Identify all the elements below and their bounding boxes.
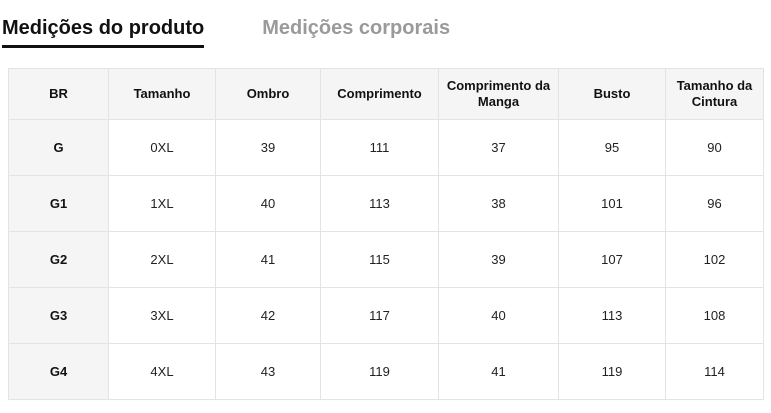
tab-product-measurements[interactable]: Medições do produto	[2, 16, 205, 48]
table-row: G3 3XL 42 117 40 113 108	[8, 287, 764, 344]
table-cell: 39	[215, 119, 321, 176]
table-cell: 113	[558, 287, 666, 344]
tab-body-measurements[interactable]: Medições corporais	[262, 17, 451, 39]
row-header: G1	[8, 175, 109, 232]
size-chart-table: BR Tamanho Ombro Comprimento Comprimento…	[8, 68, 764, 400]
row-header: G2	[8, 231, 109, 288]
row-header: G3	[8, 287, 109, 344]
table-cell: 107	[558, 231, 666, 288]
table-cell: 2XL	[108, 231, 216, 288]
column-header-br: BR	[8, 68, 109, 120]
table-cell: 115	[320, 231, 439, 288]
table-cell: 41	[215, 231, 321, 288]
table-cell: 111	[320, 119, 439, 176]
table-cell: 102	[665, 231, 764, 288]
table-cell: 41	[438, 343, 559, 400]
table-cell: 0XL	[108, 119, 216, 176]
table-row: G 0XL 39 111 37 95 90	[8, 119, 764, 176]
table-cell: 40	[438, 287, 559, 344]
table-cell: 4XL	[108, 343, 216, 400]
column-header-comprimento-manga: Comprimento da Manga	[438, 68, 559, 120]
table-cell: 114	[665, 343, 764, 400]
row-header: G	[8, 119, 109, 176]
column-header-ombro: Ombro	[215, 68, 321, 120]
column-header-comprimento: Comprimento	[320, 68, 439, 120]
table-row: G4 4XL 43 119 41 119 114	[8, 343, 764, 400]
table-cell: 42	[215, 287, 321, 344]
table-cell: 108	[665, 287, 764, 344]
header-row: BR Tamanho Ombro Comprimento Comprimento…	[8, 68, 764, 120]
column-header-tamanho: Tamanho	[108, 68, 216, 120]
table-cell: 95	[558, 119, 666, 176]
column-header-tamanho-cintura: Tamanho da Cintura	[665, 68, 764, 120]
row-header: G4	[8, 343, 109, 400]
table-cell: 119	[558, 343, 666, 400]
table-cell: 113	[320, 175, 439, 232]
table-cell: 101	[558, 175, 666, 232]
table-cell: 119	[320, 343, 439, 400]
table-row: G2 2XL 41 115 39 107 102	[8, 231, 764, 288]
column-header-busto: Busto	[558, 68, 666, 120]
table-cell: 39	[438, 231, 559, 288]
table-cell: 1XL	[108, 175, 216, 232]
table-cell: 3XL	[108, 287, 216, 344]
table-cell: 40	[215, 175, 321, 232]
table-cell: 90	[665, 119, 764, 176]
table-row: G1 1XL 40 113 38 101 96	[8, 175, 764, 232]
table-cell: 37	[438, 119, 559, 176]
tab-bar: Medições do produto Medições corporais	[2, 16, 450, 48]
table-cell: 43	[215, 343, 321, 400]
table-cell: 96	[665, 175, 764, 232]
table-cell: 38	[438, 175, 559, 232]
table-cell: 117	[320, 287, 439, 344]
